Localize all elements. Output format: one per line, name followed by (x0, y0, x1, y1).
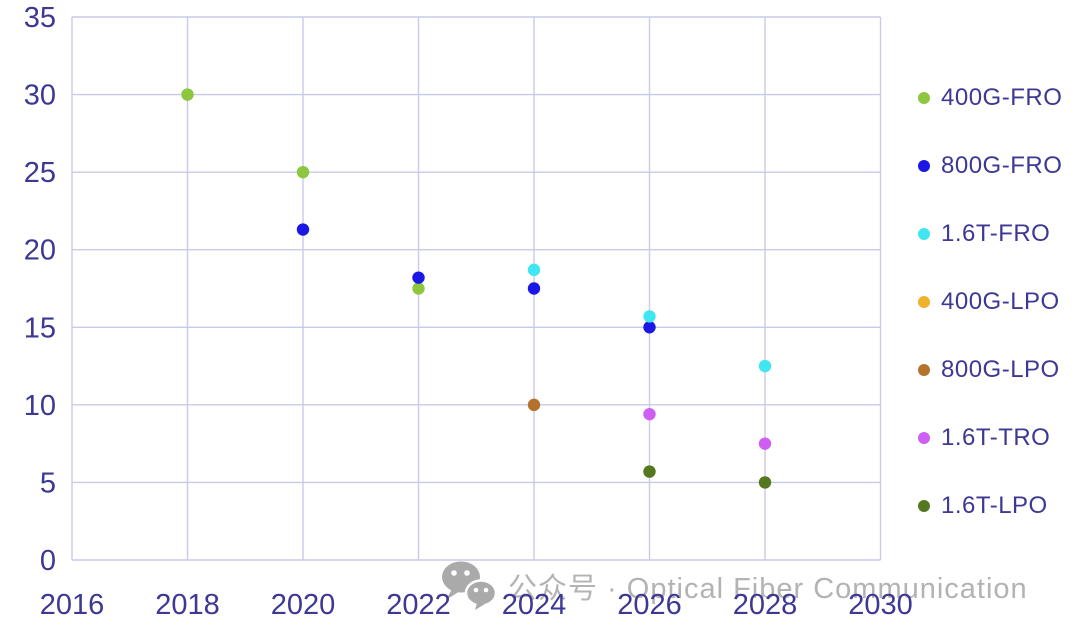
y-axis-tick-label: 0 (40, 545, 56, 577)
data-point-400G-FRO (181, 88, 194, 101)
y-axis-tick-label: 15 (24, 312, 56, 344)
y-axis-tick-label: 20 (24, 235, 56, 267)
legend-label: 400G-LPO (941, 288, 1060, 315)
x-axis-tick-label: 2016 (40, 589, 105, 621)
legend-marker-icon (918, 92, 930, 104)
legend-item-400g-fro: 400G-FRO (918, 84, 1063, 111)
data-point-800G-FRO (296, 223, 310, 236)
data-point-1.6T-TRO (643, 407, 656, 421)
x-axis-tick-label: 2030 (848, 589, 913, 621)
wechat-icon (442, 561, 498, 610)
legend-item-1.6t-lpo: 1.6T-LPO (918, 492, 1062, 519)
legend-marker-icon (918, 296, 930, 308)
legend-marker-icon (918, 500, 930, 512)
legend-item-1.6t-fro: 1.6T-FRO (918, 220, 1062, 247)
legend: 400G-FRO 800G-FRO 1.6T-FRO 400G-LPO 800G-LPO… (918, 84, 1063, 562)
watermark-text: 公众号 · Optical Fiber Communication (508, 573, 1028, 605)
data-point-400G-FRO (296, 165, 310, 179)
data-point-400G-FRO (412, 282, 425, 295)
legend-label: 1.6T-TRO (941, 424, 1051, 451)
y-axis-tick-label: 5 (40, 467, 56, 499)
y-axis-tick-label: 10 (24, 390, 56, 422)
legend-label: 1.6T-FRO (941, 220, 1051, 247)
x-axis-tick-label: 2022 (386, 589, 451, 621)
legend-item-400g-lpo: 400G-LPO (918, 288, 1062, 315)
y-axis-tick-label: 25 (24, 157, 56, 189)
legend-item-800g-lpo: 800G-LPO (918, 356, 1062, 383)
watermark: 公众号 · Optical Fiber Communication (440, 560, 1028, 612)
data-point-1.6T-LPO (758, 476, 772, 489)
data-point-800G-FRO (527, 282, 541, 295)
x-axis-tick-label: 2020 (271, 589, 336, 621)
data-point-800G-LPO (527, 398, 541, 412)
legend-marker-icon (918, 160, 930, 172)
data-point-800G-FRO (643, 321, 656, 334)
x-axis-tick-label: 2024 (502, 589, 567, 621)
x-axis-tick-label: 2028 (733, 589, 798, 621)
data-point-1.6T-FRO (758, 359, 772, 373)
y-axis-tick-label: 35 (24, 2, 56, 34)
x-axis-tick-label: 2026 (617, 589, 682, 621)
legend-label: 1.6T-LPO (941, 492, 1048, 519)
y-axis-tick-label: 30 (24, 80, 56, 112)
legend-marker-icon (918, 364, 930, 376)
legend-item-1.6t-tro: 1.6T-TRO (918, 424, 1062, 451)
legend-item-800g-fro: 800G-FRO (918, 152, 1063, 179)
data-point-1.6T-LPO (643, 465, 656, 478)
data-point-800G-FRO (412, 271, 425, 284)
data-point-1.6T-FRO (527, 263, 541, 277)
legend-label: 800G-LPO (941, 356, 1060, 383)
legend-marker-icon (918, 432, 930, 444)
legend-label: 400G-FRO (941, 84, 1063, 111)
x-axis-tick-label: 2018 (155, 589, 220, 621)
legend-marker-icon (918, 228, 930, 240)
data-point-1.6T-TRO (758, 437, 772, 450)
legend-label: 800G-FRO (941, 152, 1063, 179)
data-point-1.6T-FRO (643, 310, 656, 323)
